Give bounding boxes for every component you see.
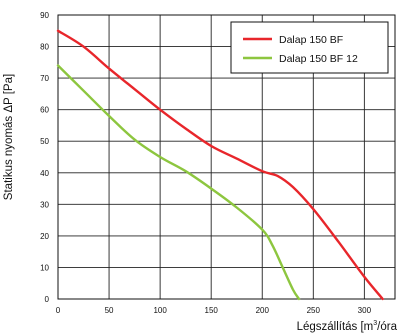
x-axis-title: Légszállítás [m3/óra xyxy=(297,320,398,333)
legend-label-dalap-150-bf-12: Dalap 150 BF 12 xyxy=(279,53,358,65)
x-axis-title-main: Légszállítás [m xyxy=(297,321,374,333)
y-tick-label-50: 50 xyxy=(40,137,49,146)
x-tick-label-0: 0 xyxy=(56,306,61,315)
legend-label-dalap-150-bf: Dalap 150 BF xyxy=(279,34,343,46)
legend: Dalap 150 BF Dalap 150 BF 12 xyxy=(230,21,389,74)
x-tick-label-200: 200 xyxy=(256,306,270,315)
series-line-dalap-150-bf-12 xyxy=(56,64,301,301)
y-tick-label-10: 10 xyxy=(40,263,49,272)
y-tick-labels: 0 10 20 30 40 50 60 70 80 90 xyxy=(40,11,49,304)
y-tick-label-0: 0 xyxy=(45,295,50,304)
y-tick-label-60: 60 xyxy=(40,106,49,115)
x-tick-label-150: 150 xyxy=(205,306,219,315)
y-tick-label-80: 80 xyxy=(40,43,49,52)
x-axis-title-superscript: 3 xyxy=(373,320,377,327)
plot-frame xyxy=(57,14,396,300)
y-tick-label-30: 30 xyxy=(40,200,49,209)
x-axis-title-tail: /óra xyxy=(377,321,397,333)
series-lines xyxy=(56,29,384,301)
y-tick-label-20: 20 xyxy=(40,232,49,241)
x-tick-label-250: 250 xyxy=(307,306,321,315)
y-tick-label-90: 90 xyxy=(40,11,49,20)
x-tick-label-300: 300 xyxy=(358,306,372,315)
x-tick-label-100: 100 xyxy=(153,306,167,315)
y-tick-label-40: 40 xyxy=(40,169,49,178)
y-tick-label-70: 70 xyxy=(40,74,49,83)
y-axis-title: Statikus nyomás ΔP [Pa] xyxy=(3,74,15,200)
x-tick-label-50: 50 xyxy=(105,306,114,315)
x-tick-labels: 0 50 100 150 200 250 300 xyxy=(56,306,372,315)
series-line-dalap-150-bf xyxy=(56,29,384,301)
legend-box xyxy=(230,21,389,74)
